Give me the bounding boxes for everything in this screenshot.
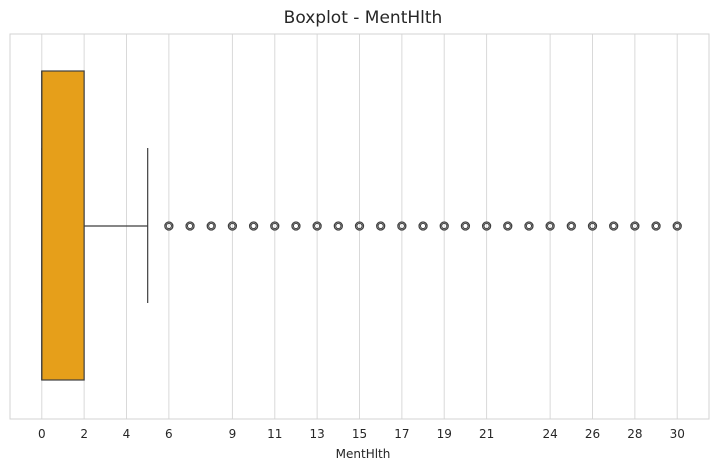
outlier-point-inner: [652, 222, 660, 230]
outlier-point-inner: [631, 222, 638, 230]
outlier-point: [248, 221, 259, 231]
outlier-point: [164, 221, 174, 231]
x-tick-label: 15: [352, 427, 367, 441]
outlier-point: [545, 221, 555, 231]
outlier-point-inner: [271, 222, 278, 230]
x-tick-label: 0: [38, 427, 46, 441]
outlier-point: [397, 221, 407, 231]
outlier-point-inner: [208, 222, 215, 230]
x-tick-label: 9: [229, 427, 237, 441]
outlier-point-inner: [547, 222, 554, 230]
x-tick-label: 28: [627, 427, 642, 441]
plot-frame: [9, 33, 710, 420]
x-tick-label: 2: [80, 427, 88, 441]
outlier-point: [227, 221, 238, 231]
outlier-point: [503, 221, 513, 231]
chart-title: Boxplot - MentHlth: [284, 8, 443, 28]
outlier-point-inner: [229, 222, 236, 230]
box-group: [41, 70, 149, 381]
outlier-point: [270, 221, 280, 231]
outlier-point-inner: [186, 222, 194, 230]
outlier-point-inner: [356, 222, 363, 230]
outlier-point-inner: [674, 222, 681, 230]
outlier-point: [206, 221, 216, 231]
outlier-point: [291, 221, 301, 231]
outlier-point: [418, 221, 428, 231]
outlier-point: [333, 221, 343, 231]
x-tick-label: 6: [165, 427, 173, 441]
outlier-point: [354, 221, 365, 231]
x-tick-label: 4: [123, 427, 131, 441]
outlier-point: [609, 221, 619, 231]
outlier-point-inner: [398, 222, 405, 230]
outlier-point: [439, 221, 449, 231]
outlier-point-inner: [504, 222, 511, 230]
outlier-point-inner: [314, 222, 321, 230]
outlier-point: [672, 221, 682, 231]
x-tick-label: 11: [267, 427, 282, 441]
outlier-point-inner: [335, 222, 342, 230]
outlier-point-inner: [483, 222, 490, 230]
outlier-point-inner: [419, 222, 427, 230]
x-tick-label: 21: [479, 427, 494, 441]
outlier-point-inner: [525, 222, 533, 230]
x-tick-label: 30: [670, 427, 685, 441]
x-axis-label: MentHlth: [336, 447, 391, 461]
outlier-point: [587, 221, 598, 231]
x-tick-label: 19: [437, 427, 452, 441]
x-tick-label: 26: [585, 427, 600, 441]
x-tick-label: 13: [309, 427, 324, 441]
outlier-point: [460, 221, 471, 231]
outlier-point-inner: [165, 222, 172, 230]
outlier-point-inner: [589, 222, 596, 230]
outlier-point: [651, 221, 661, 231]
outlier-point-inner: [377, 222, 384, 230]
outlier-point-inner: [610, 222, 617, 230]
outlier-point-inner: [441, 222, 448, 230]
iqr-box: [41, 70, 85, 381]
x-tick-label: 24: [542, 427, 557, 441]
grid-lines: [41, 34, 678, 419]
outlier-point: [630, 221, 640, 231]
outlier-point-inner: [250, 222, 257, 230]
x-tick-labels: 0 2 4 6 9 11 13 15 17 19 21 24 26 28 30: [38, 427, 685, 441]
outliers: [164, 221, 682, 231]
outlier-point-inner: [568, 222, 575, 230]
outlier-point: [185, 221, 195, 231]
outlier-point: [481, 221, 492, 231]
outlier-point: [312, 221, 322, 231]
outlier-point-inner: [462, 222, 469, 230]
outlier-point: [524, 221, 534, 231]
outlier-point: [566, 221, 576, 231]
outlier-point: [376, 221, 386, 231]
x-tick-label: 17: [394, 427, 409, 441]
outlier-point-inner: [292, 222, 300, 230]
